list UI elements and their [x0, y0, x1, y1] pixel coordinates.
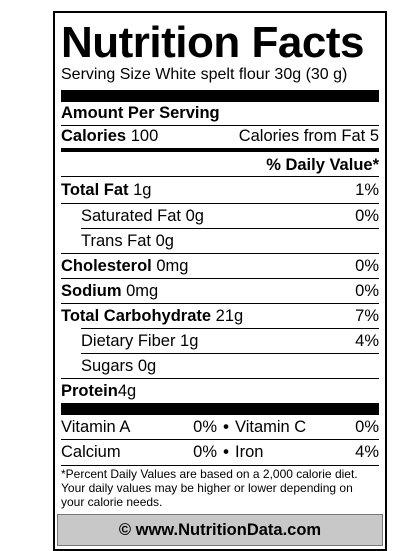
nutrient-dv: 0% — [355, 207, 379, 225]
divider — [61, 278, 379, 279]
footnote: *Percent Daily Values are based on a 2,0… — [61, 467, 358, 509]
vitamin-pct: 0% — [355, 418, 379, 436]
vitamin-row: Vitamin A 0% • Vitamin C 0% — [61, 415, 379, 439]
nutrient-amount: 0g — [155, 232, 174, 250]
vitamin-pct: 4% — [355, 443, 379, 461]
nutrient-row-sugars: Sugars 0g — [61, 354, 379, 378]
nutrient-amount: 0g — [137, 357, 157, 375]
nutrient-dv: 1% — [355, 181, 379, 199]
divider — [81, 353, 379, 354]
vitamin-pct: 0% — [193, 443, 217, 461]
vitamin-row: Calcium 0% • Iron 4% — [61, 440, 379, 464]
vitamin-name: Iron — [235, 443, 264, 461]
vitamin-name: Vitamin C — [235, 418, 307, 436]
divider — [61, 439, 379, 440]
divider — [61, 203, 379, 204]
divider — [61, 176, 379, 177]
nutrient-amount: 0g — [185, 207, 204, 225]
nutrient-amount: 4g — [117, 382, 137, 400]
calories-label: Calories — [61, 127, 127, 145]
serving-size: Serving Size White spelt flour 30g (30 g… — [61, 66, 348, 83]
calories-from-fat: Calories from Fat 5 — [238, 127, 379, 145]
nutrient-name: Dietary Fiber — [81, 332, 176, 350]
divider — [61, 378, 379, 379]
divider — [61, 303, 379, 304]
nutrient-row-saturated-fat: Saturated Fat 0g 0% — [61, 204, 379, 228]
nutrient-row-total-carbohydrate: Total Carbohydrate 21g 7% — [61, 304, 379, 328]
nutrient-row-dietary-fiber: Dietary Fiber 1g 4% — [61, 329, 379, 353]
nutrient-name: Total Carbohydrate — [61, 307, 212, 325]
thick-divider — [61, 403, 379, 415]
calories-row: Calories 100 Calories from Fat 5 — [61, 124, 379, 148]
daily-value-header: % Daily Value* — [266, 156, 379, 174]
nutrient-name: Cholesterol — [61, 257, 152, 275]
divider — [61, 465, 379, 466]
divider — [81, 328, 379, 329]
nutrient-dv: 0% — [355, 257, 379, 275]
nutrient-dv: 4% — [355, 332, 379, 350]
nutrient-name: Sugars — [81, 357, 134, 375]
nutrient-dv: 0% — [355, 282, 379, 300]
nutrient-row-cholesterol: Cholesterol 0mg 0% — [61, 254, 379, 278]
nutrient-row-sodium: Sodium 0mg 0% — [61, 279, 379, 303]
amount-per-serving: Amount Per Serving — [61, 104, 220, 122]
nutrient-name: Trans Fat — [81, 232, 151, 250]
nutrient-amount: 0mg — [126, 282, 159, 300]
nutrient-row-total-fat: Total Fat 1g 1% — [61, 178, 379, 202]
medium-divider — [61, 148, 379, 152]
bullet-separator: • — [223, 418, 229, 436]
nutrient-row-trans-fat: Trans Fat 0g — [61, 229, 379, 253]
nutrient-name: Total Fat — [61, 181, 129, 199]
nutrition-facts-label: Nutrition Facts Serving Size White spelt… — [53, 11, 387, 551]
divider — [61, 125, 379, 126]
nutrient-name: Sodium — [61, 282, 122, 300]
nutrient-amount: 21g — [215, 307, 244, 325]
nutrient-name: Saturated Fat — [81, 207, 181, 225]
vitamin-name: Calcium — [61, 443, 121, 461]
nutrient-dv: 7% — [355, 307, 379, 325]
vitamin-pct: 0% — [193, 418, 217, 436]
nutrient-amount: 1g — [180, 332, 199, 350]
divider — [61, 253, 379, 254]
nutrient-amount: 0mg — [156, 257, 189, 275]
website-banner: © www.NutritionData.com — [57, 514, 383, 546]
thick-divider — [61, 90, 379, 102]
divider — [81, 228, 379, 229]
nutrient-amount: 1g — [133, 181, 152, 199]
calories-value: 100 — [130, 127, 159, 145]
vitamin-name: Vitamin A — [61, 418, 131, 436]
nutrient-name: Protein — [61, 382, 118, 400]
label-title: Nutrition Facts — [61, 18, 364, 67]
nutrient-row-protein: Protein4g — [61, 379, 379, 403]
bullet-separator: • — [223, 443, 229, 461]
